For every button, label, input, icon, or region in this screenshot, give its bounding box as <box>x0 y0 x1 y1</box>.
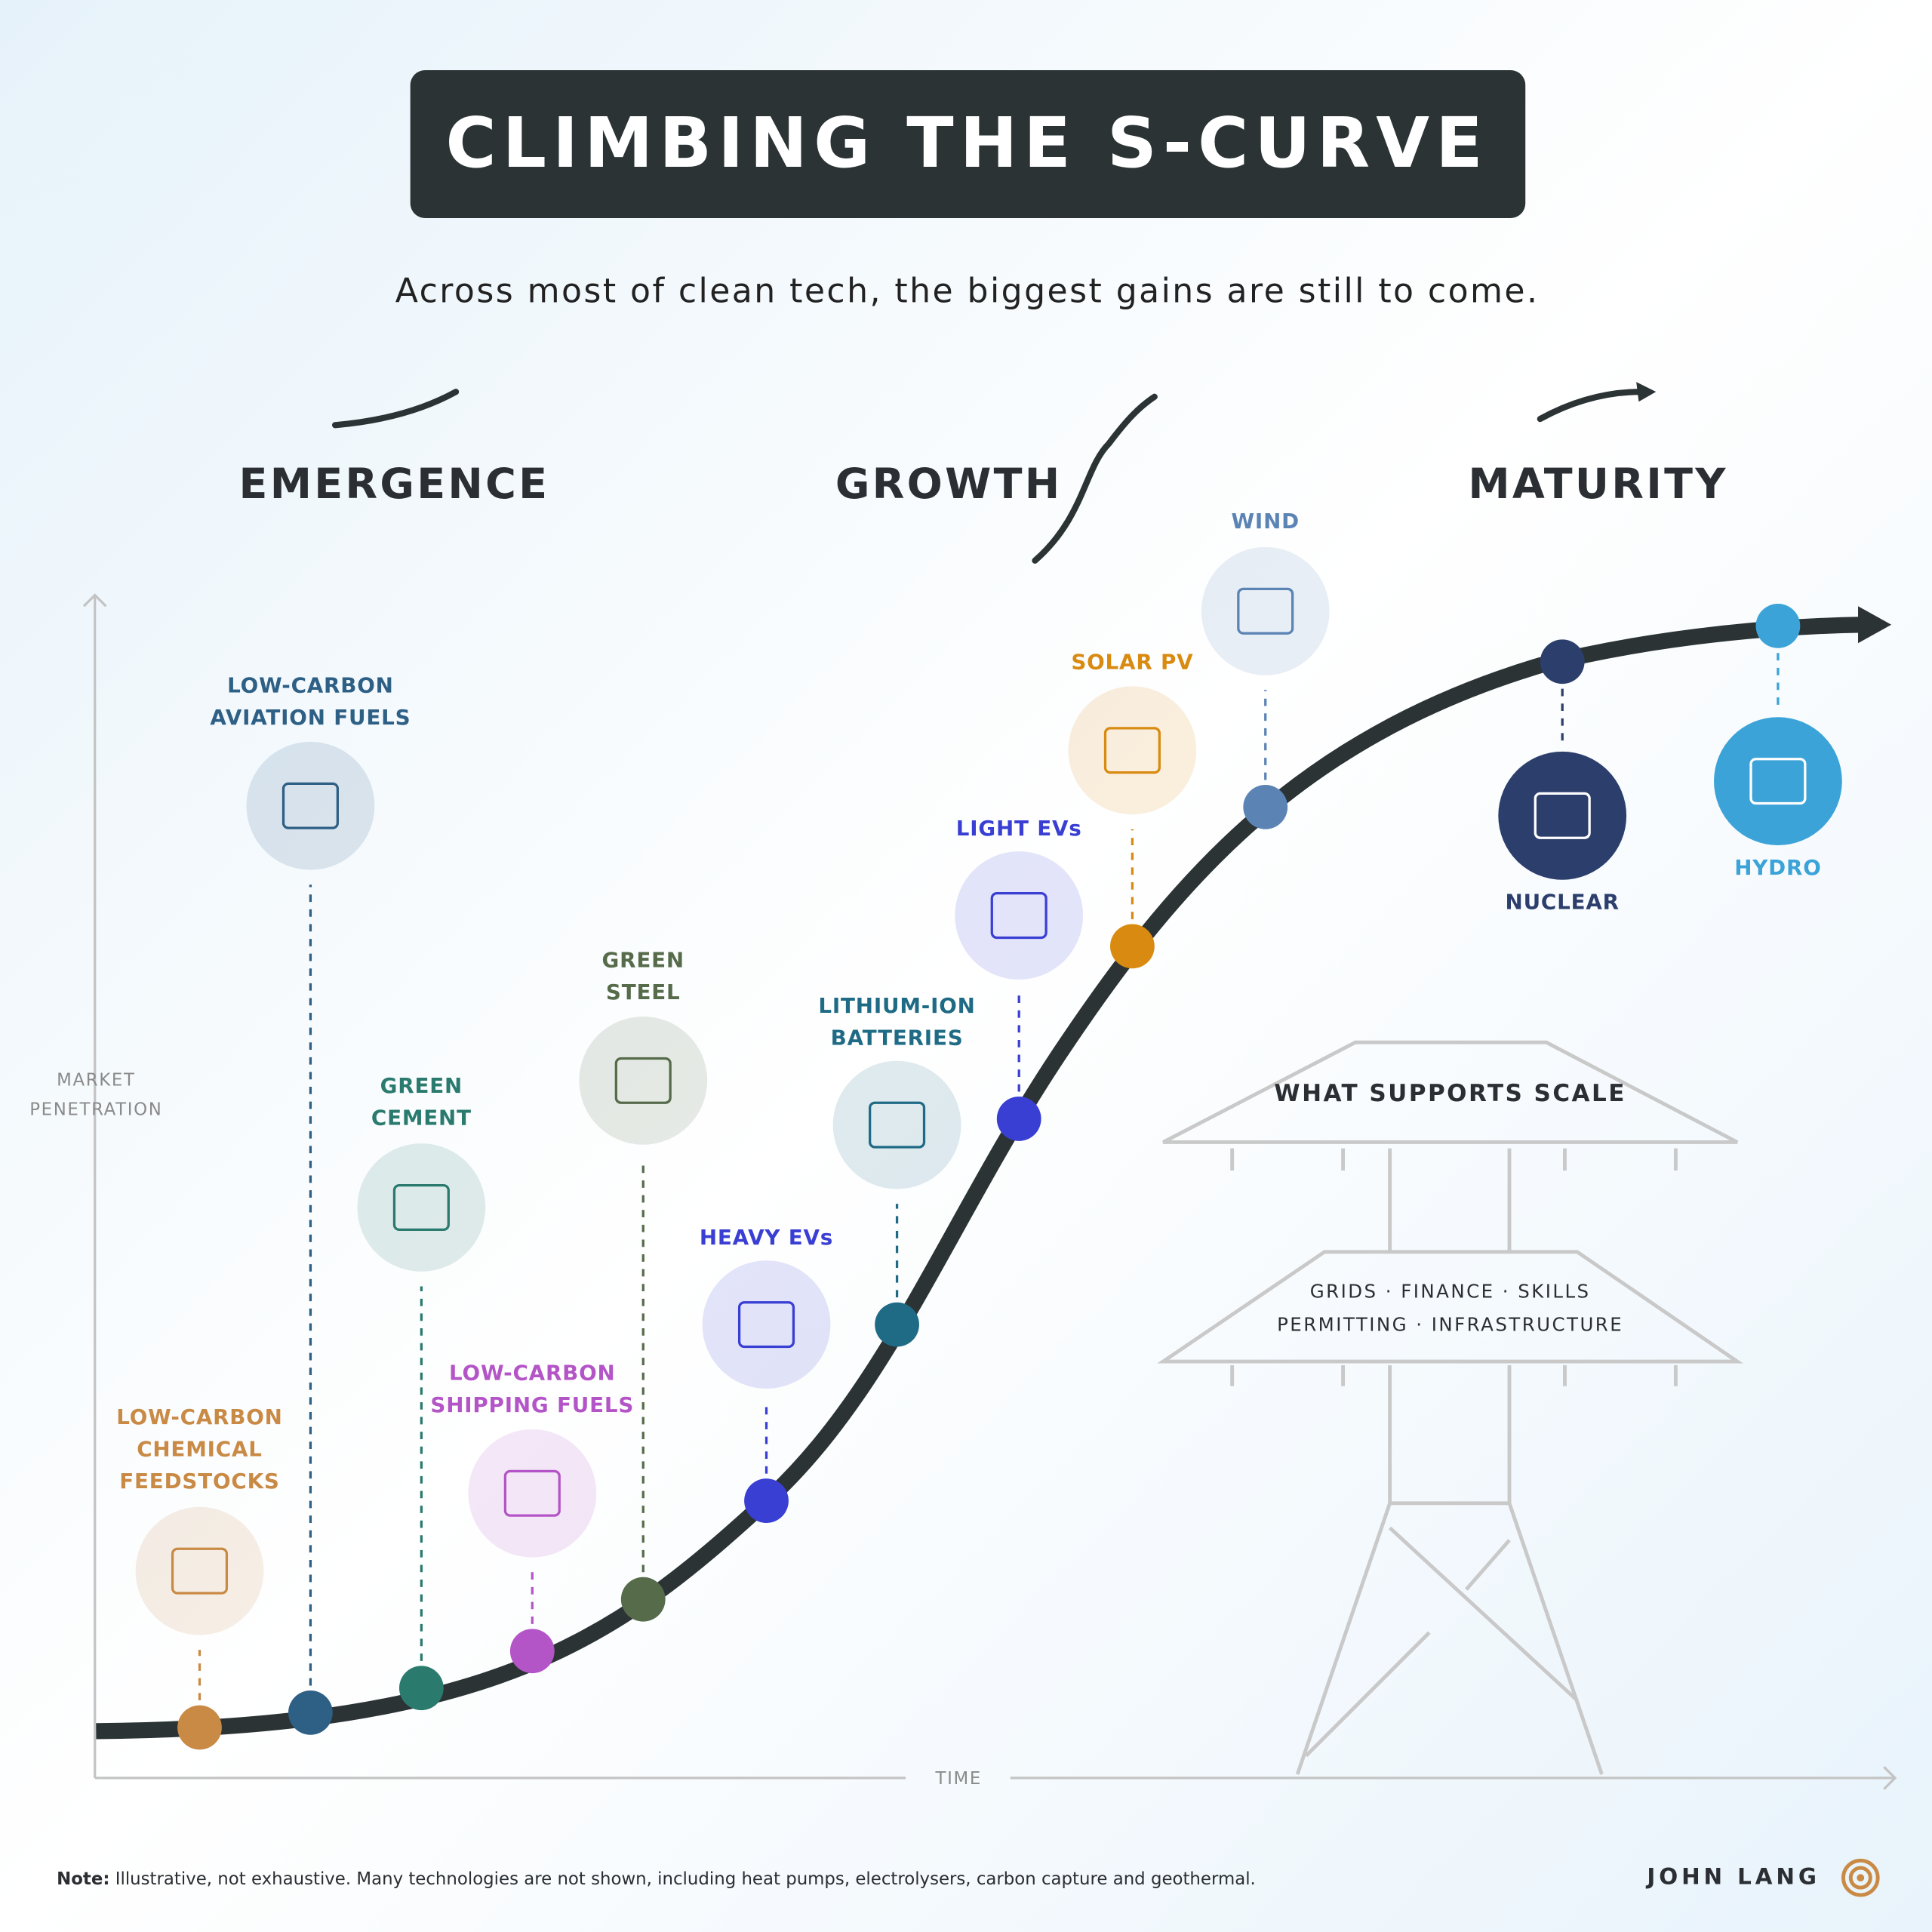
icon <box>503 1469 561 1517</box>
icon <box>281 782 339 829</box>
y-axis-label: MARKET <box>57 1070 135 1090</box>
icon <box>737 1301 795 1349</box>
note-text: Illustrative, not exhaustive. Many techn… <box>109 1869 1255 1888</box>
icon <box>990 892 1048 940</box>
tech-label: SOLAR PV <box>1071 649 1193 674</box>
tech-dot <box>177 1705 222 1750</box>
icon <box>1103 727 1161 774</box>
tech-label: LOW-CARBON <box>449 1360 616 1385</box>
icon <box>392 1183 450 1232</box>
tech-dot <box>1755 604 1801 648</box>
tech-dot <box>996 1097 1041 1141</box>
icon-circle <box>955 851 1084 980</box>
tech-label: FEEDSTOCKS <box>119 1469 279 1494</box>
support-text: PERMITTING · INFRASTRUCTURE <box>1277 1314 1623 1336</box>
tech-dot <box>1243 785 1288 829</box>
tech-label: HYDRO <box>1734 855 1821 880</box>
icon-circle <box>468 1429 597 1558</box>
icon <box>869 1101 926 1149</box>
tech-label: STEEL <box>606 980 681 1004</box>
icon <box>1534 792 1591 839</box>
phase-label: GROWTH <box>835 460 1063 509</box>
icon-circle <box>246 741 375 870</box>
tech-dot <box>1540 639 1585 685</box>
tech-label: SHIPPING FUELS <box>430 1392 634 1417</box>
phase-label: EMERGENCE <box>239 460 550 509</box>
pylon <box>1157 1040 1743 1775</box>
x-axis-arrow <box>1883 1766 1897 1790</box>
tech-dot <box>509 1629 555 1674</box>
tech-label: CHEMICAL <box>137 1437 263 1462</box>
tech-label: HEAVY EVs <box>700 1225 833 1250</box>
icon-circle <box>357 1143 486 1272</box>
tech-label: NUCLEAR <box>1506 890 1620 915</box>
icon-circle <box>832 1060 961 1189</box>
tech-dot <box>288 1690 333 1735</box>
phase-arrow <box>1636 382 1657 402</box>
icon-circle <box>1498 751 1627 880</box>
icon <box>171 1547 229 1595</box>
support-title: WHAT SUPPORTS SCALE <box>1274 1080 1626 1107</box>
logo <box>1857 1874 1865 1882</box>
note: Note: Illustrative, not exhaustive. Many… <box>57 1869 1256 1888</box>
author: JOHN LANG <box>1645 1864 1820 1890</box>
tech-label: LOW-CARBON <box>116 1404 283 1429</box>
tech-dot <box>398 1666 444 1711</box>
phase-glyph <box>332 389 460 429</box>
icon <box>1749 758 1807 805</box>
tech-label: WIND <box>1232 509 1300 534</box>
tech-label: LITHIUM-ION <box>818 993 975 1018</box>
y-axis-label: PENETRATION <box>29 1100 162 1120</box>
tech-label: CEMENT <box>371 1105 472 1130</box>
logo <box>1841 1858 1880 1897</box>
icon <box>1237 587 1294 635</box>
note-label: Note: <box>57 1869 109 1888</box>
tech-label: GREEN <box>602 947 685 972</box>
tech-dot <box>620 1577 666 1622</box>
title-box <box>410 70 1526 218</box>
icon-circle <box>579 1016 708 1145</box>
logo <box>1848 1866 1872 1890</box>
support-text: GRIDS · FINANCE · SKILLS <box>1310 1281 1591 1303</box>
tech-label: GREEN <box>380 1073 463 1098</box>
technologies: LOW-CARBON CHEMICAL FEEDSTOCKS LOW-CARBON AV… <box>116 509 1842 1750</box>
tech-dot <box>1110 924 1155 969</box>
icon-circle <box>1714 717 1842 845</box>
x-axis-label: TIME <box>935 1769 982 1789</box>
tech-dot <box>875 1302 919 1347</box>
title: CLIMBING THE S-CURVE <box>445 103 1488 183</box>
tech-label: AVIATION FUELS <box>210 705 411 730</box>
phase-glyph <box>1537 389 1644 423</box>
curve-arrow <box>1858 606 1892 644</box>
icon-circle <box>1068 686 1197 815</box>
tech-label: LOW-CARBON <box>227 672 394 697</box>
subtitle: Across most of clean tech, the biggest g… <box>395 272 1540 311</box>
phase-label: MATURITY <box>1468 460 1727 509</box>
tech-label: LIGHT EVs <box>956 816 1082 841</box>
phase-glyph <box>1032 393 1158 564</box>
icon-circle <box>135 1506 264 1635</box>
y-axis-arrow <box>82 593 107 608</box>
icon <box>614 1057 672 1104</box>
tech-dot <box>744 1478 789 1523</box>
tech-label: BATTERIES <box>831 1025 964 1050</box>
icon-circle <box>1201 546 1330 675</box>
icon-circle <box>702 1260 831 1389</box>
